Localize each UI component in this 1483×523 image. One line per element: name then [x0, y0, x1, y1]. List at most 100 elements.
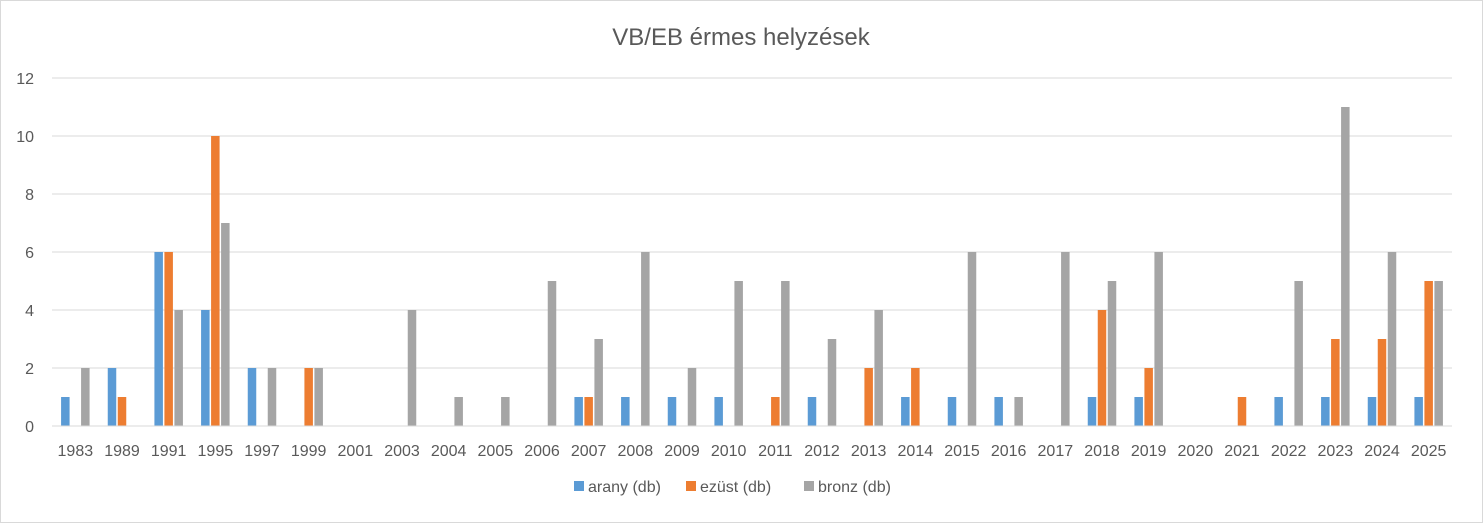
bar-2008-series-2	[641, 252, 650, 426]
bar-2011-series-2	[781, 281, 790, 426]
bar-2012-series-0	[807, 397, 817, 426]
x-tick-label: 2009	[664, 443, 700, 460]
bar-2019-series-1	[1144, 368, 1153, 426]
bar-2009-series-0	[667, 397, 677, 426]
x-tick-label: 1991	[151, 443, 187, 460]
bar-2019-series-0	[1134, 397, 1143, 426]
legend-swatch	[574, 481, 584, 491]
bar-2022-series-0	[1274, 397, 1283, 426]
x-tick-label: 2016	[991, 443, 1027, 460]
bar-2014-series-0	[901, 397, 910, 426]
x-tick-label: 2018	[1084, 443, 1120, 460]
x-tick-label: 2006	[524, 443, 560, 460]
bar-2024-series-1	[1377, 339, 1387, 426]
legend-label: bronz (db)	[818, 479, 891, 496]
x-tick-label: 2025	[1411, 443, 1447, 460]
x-tick-label: 2024	[1364, 443, 1400, 460]
legend-swatch	[804, 481, 814, 491]
bar-1991-series-2	[174, 310, 183, 426]
bar-1991-series-1	[164, 252, 173, 426]
bar-2023-series-0	[1321, 397, 1330, 426]
x-tick-label: 1983	[58, 443, 94, 460]
bar-2010-series-2	[734, 281, 743, 426]
bar-2011-series-1	[771, 397, 780, 426]
x-tick-label: 2010	[711, 443, 747, 460]
bar-2017-series-2	[1061, 252, 1070, 426]
chart-title: VB/EB érmes helyzések	[612, 24, 870, 51]
bar-1999-series-2	[314, 368, 323, 426]
x-tick-label: 2004	[431, 443, 467, 460]
bar-2012-series-2	[827, 339, 837, 426]
x-tick-label: 2019	[1131, 443, 1167, 460]
y-tick-label: 0	[25, 419, 34, 436]
x-tick-label: 2022	[1271, 443, 1307, 460]
bar-2005-series-2	[501, 397, 510, 426]
bar-2010-series-0	[714, 397, 723, 426]
y-axis-tick-labels: 0 2 4 6 8 10 12	[16, 71, 34, 436]
bar-1995-series-1	[211, 136, 220, 426]
bar-1989-series-0	[107, 368, 117, 426]
bar-1995-series-2	[221, 223, 230, 426]
bar-2016-series-2	[1014, 397, 1023, 426]
bar-2008-series-0	[621, 397, 630, 426]
x-tick-label: 2020	[1178, 443, 1214, 460]
bar-2007-series-1	[584, 397, 593, 426]
y-tick-label: 8	[25, 187, 34, 204]
bar-2013-series-2	[874, 310, 883, 426]
x-tick-label: 2011	[758, 443, 793, 460]
y-tick-label: 4	[25, 303, 34, 320]
bar-2018-series-2	[1107, 281, 1117, 426]
legend: arany (db) ezüst (db) bronz (db)	[574, 479, 891, 496]
bar-2013-series-1	[864, 368, 873, 426]
bar-1997-series-2	[267, 368, 277, 426]
bar-2023-series-1	[1331, 339, 1340, 426]
bar-2014-series-1	[911, 368, 920, 426]
bar-1991-series-0	[154, 252, 163, 426]
x-tick-label: 2015	[944, 443, 980, 460]
bar-1989-series-1	[117, 397, 127, 426]
legend-label: ezüst (db)	[700, 479, 771, 496]
bar-1999-series-1	[304, 368, 313, 426]
bars	[61, 107, 1443, 426]
x-tick-label: 2023	[1318, 443, 1354, 460]
bar-1983-series-0	[61, 397, 70, 426]
x-tick-label: 2008	[618, 443, 654, 460]
x-tick-label: 1999	[291, 443, 327, 460]
bar-1983-series-2	[81, 368, 90, 426]
bar-2025-series-0	[1414, 397, 1423, 426]
x-tick-label: 2012	[804, 443, 840, 460]
gridlines	[52, 77, 1452, 369]
bar-1997-series-0	[247, 368, 257, 426]
bar-2004-series-2	[454, 397, 463, 426]
x-tick-label: 2017	[1038, 443, 1074, 460]
x-axis-tick-labels: 1983 1989 1991 1995 1997 1999 2001 2003 2004 2005…	[58, 443, 1447, 460]
bar-2007-series-2	[594, 339, 603, 426]
x-tick-label: 2013	[851, 443, 887, 460]
bar-2016-series-0	[994, 397, 1003, 426]
bar-2006-series-2	[547, 281, 557, 426]
bar-2009-series-2	[687, 368, 697, 426]
bar-2022-series-2	[1294, 281, 1303, 426]
bar-2025-series-2	[1434, 281, 1443, 426]
bar-2023-series-2	[1341, 107, 1350, 426]
y-tick-label: 2	[25, 361, 34, 378]
bar-2021-series-1	[1237, 397, 1247, 426]
x-tick-label: 1989	[104, 443, 140, 460]
x-tick-label: 2007	[571, 443, 607, 460]
y-tick-label: 12	[16, 71, 34, 88]
bar-1995-series-0	[201, 310, 210, 426]
legend-label: arany (db)	[588, 479, 661, 496]
x-tick-label: 2021	[1224, 443, 1260, 460]
bar-2019-series-2	[1154, 252, 1163, 426]
legend-swatch	[686, 481, 696, 491]
bar-2024-series-2	[1387, 252, 1397, 426]
y-tick-label: 10	[16, 129, 34, 146]
bar-2025-series-1	[1424, 281, 1433, 426]
bar-2015-series-0	[947, 397, 957, 426]
y-tick-label: 6	[25, 245, 34, 262]
bar-2024-series-0	[1367, 397, 1377, 426]
x-tick-label: 2014	[898, 443, 934, 460]
x-tick-label: 2003	[384, 443, 420, 460]
